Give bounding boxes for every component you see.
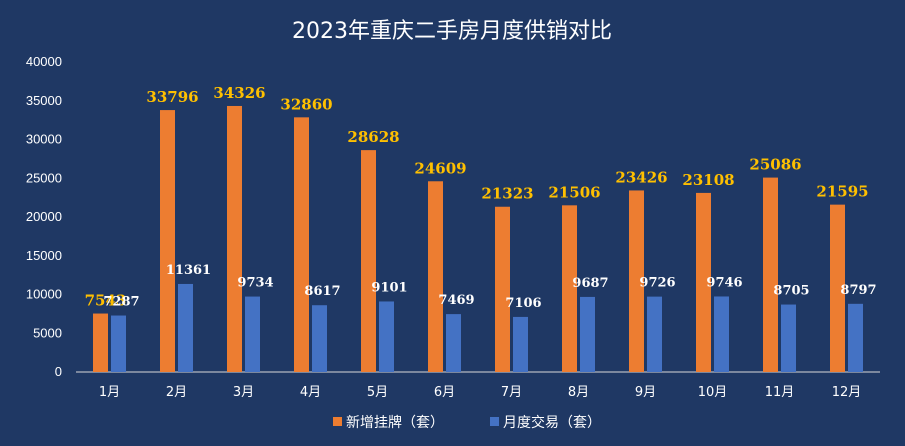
- legend-swatch-transactions: [490, 417, 499, 426]
- x-tick-label: 9月: [635, 385, 656, 400]
- transaction-value-label: 7469: [438, 293, 474, 308]
- transaction-bar: [379, 301, 394, 372]
- listing-value-label: 7543: [85, 292, 127, 310]
- x-tick-label: 4月: [300, 385, 321, 400]
- transaction-bar: [245, 296, 260, 372]
- listing-bar: [428, 181, 443, 372]
- listing-bar: [696, 192, 711, 372]
- y-tick-label: 20000: [26, 209, 62, 224]
- listing-bar: [227, 105, 242, 372]
- transaction-value-label: 8617: [304, 284, 340, 299]
- axes: 0 5000 10000 15000 20000 25000 30000 35000 40000…: [26, 54, 880, 400]
- legend-swatch-listings: [333, 417, 342, 426]
- listing-value-label: 25086: [749, 156, 801, 174]
- y-tick-label: 10000: [26, 287, 62, 302]
- listing-bar: [160, 110, 175, 373]
- listing-bar: [294, 117, 309, 373]
- x-tick-label: 2月: [166, 385, 187, 400]
- listing-bar: [629, 190, 644, 372]
- y-tick-label: 35000: [26, 93, 62, 108]
- transaction-bar: [446, 314, 461, 372]
- listing-bar: [562, 205, 577, 372]
- listing-value-label: 33796: [146, 88, 198, 106]
- transaction-bar: [714, 296, 729, 372]
- x-tick-label: 5月: [367, 385, 388, 400]
- transaction-bar: [111, 315, 126, 372]
- transaction-value-label: 8705: [773, 284, 809, 299]
- transaction-bar: [580, 296, 595, 372]
- transaction-value-label: 9726: [639, 276, 675, 291]
- x-tick-label: 3月: [233, 385, 254, 400]
- y-tick-label: 30000: [26, 132, 62, 147]
- listing-bar: [763, 177, 778, 372]
- chart-title: 2023年重庆二手房月度供销对比: [292, 19, 612, 44]
- x-tick-label: 12月: [832, 385, 862, 400]
- listing-bar: [495, 206, 510, 372]
- y-tick-label: 25000: [26, 170, 62, 185]
- transaction-bar: [312, 305, 327, 372]
- listing-bar: [830, 204, 845, 372]
- transaction-value-label: 9746: [706, 275, 742, 290]
- transaction-value-label: 9101: [371, 280, 407, 295]
- x-tick-label: 10月: [698, 385, 728, 400]
- transaction-value-label: 8797: [840, 283, 876, 298]
- listing-bar: [361, 150, 376, 372]
- x-tick-label: 8月: [568, 385, 589, 400]
- y-tick-label: 0: [55, 364, 62, 379]
- x-tick-label: 6月: [434, 385, 455, 400]
- transaction-value-label: 9734: [237, 276, 273, 291]
- legend-label-listings: 新增挂牌（套）: [346, 414, 444, 431]
- transaction-value-label: 7106: [505, 296, 541, 311]
- listing-value-label: 28628: [347, 128, 399, 146]
- transaction-bar: [848, 303, 863, 372]
- listing-value-label: 23108: [682, 171, 734, 189]
- bars: [93, 105, 863, 373]
- listing-value-label: 21595: [816, 183, 868, 201]
- y-tick-label: 15000: [26, 248, 62, 263]
- transaction-value-label: 11361: [166, 263, 211, 278]
- legend-label-transactions: 月度交易（套）: [503, 414, 601, 431]
- listing-value-label: 21506: [548, 183, 600, 201]
- listing-value-label: 32860: [280, 95, 332, 113]
- transaction-bar: [178, 283, 193, 372]
- listing-bar: [93, 313, 108, 372]
- y-tick-label: 5000: [33, 325, 62, 340]
- transaction-bar: [513, 316, 528, 372]
- transaction-bar: [647, 296, 662, 372]
- listing-value-label: 34326: [213, 84, 265, 102]
- y-tick-label: 40000: [26, 54, 62, 69]
- transaction-value-label: 7287: [103, 295, 139, 310]
- legend: 新增挂牌（套） 月度交易（套）: [333, 414, 601, 431]
- listing-value-label: 23426: [615, 168, 667, 186]
- x-tick-label: 11月: [765, 385, 795, 400]
- listing-value-label: 24609: [414, 159, 466, 177]
- x-tick-label: 7月: [501, 385, 522, 400]
- transaction-value-label: 9687: [572, 276, 608, 291]
- listing-value-label: 21323: [481, 185, 533, 203]
- transaction-bar: [781, 304, 796, 372]
- x-tick-label: 1月: [99, 385, 120, 400]
